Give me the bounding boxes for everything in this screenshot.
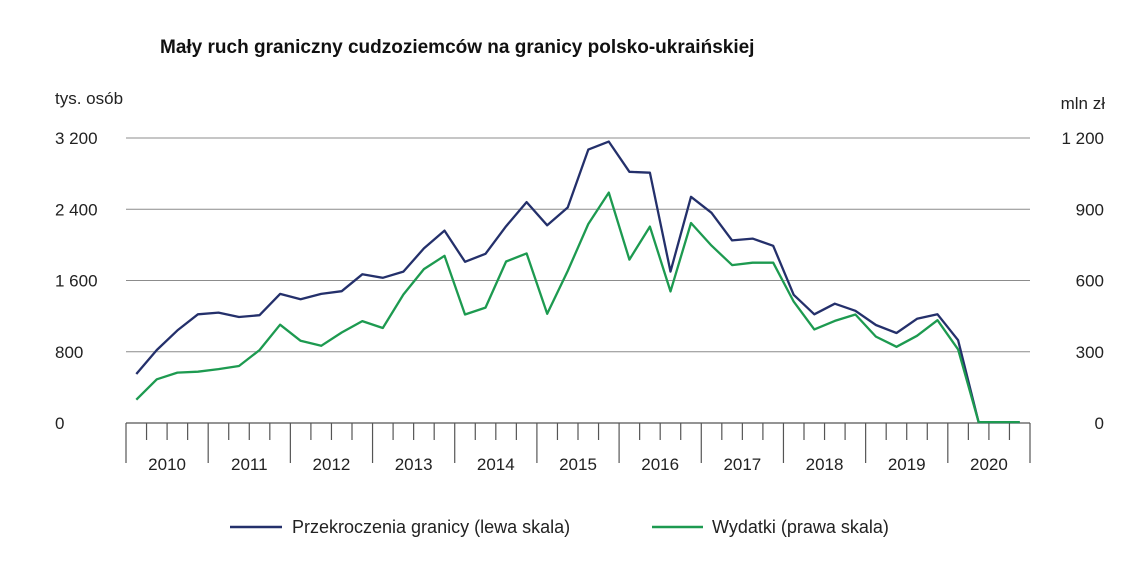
left-tick-label: 1 600 <box>55 272 98 291</box>
right-tick-label: 900 <box>1076 200 1104 219</box>
left-axis-ticks: 0 800 1 600 2 400 3 200 <box>55 129 98 433</box>
series-line-1 <box>135 140 1020 424</box>
year-label: 2014 <box>477 455 515 474</box>
x-axis: 2010 2011 2012 2013 2014 2015 2016 2017 2018 2019… <box>125 422 1031 474</box>
chart-title: Mały ruch graniczny cudzoziemców na gran… <box>160 37 754 58</box>
right-axis-ticks: 0 300 600 900 1 200 <box>1061 129 1104 433</box>
left-tick-label: 2 400 <box>55 200 98 219</box>
right-tick-label: 300 <box>1076 343 1104 362</box>
legend-label-2: Wydatki (prawa skala) <box>712 517 889 537</box>
year-label: 2020 <box>970 455 1008 474</box>
legend: Przekroczenia granicy (lewa skala) Wydatk… <box>230 517 889 537</box>
right-axis-unit: mln zł <box>1061 94 1106 113</box>
gridlines <box>126 137 1030 353</box>
right-tick-label: 600 <box>1076 272 1104 291</box>
left-tick-label: 800 <box>55 343 83 362</box>
year-label: 2016 <box>641 455 679 474</box>
year-label: 2010 <box>148 455 186 474</box>
year-label: 2018 <box>806 455 844 474</box>
year-label: 2013 <box>395 455 433 474</box>
series-line-2 <box>135 191 1020 424</box>
left-tick-label: 3 200 <box>55 129 98 148</box>
year-label: 2019 <box>888 455 926 474</box>
right-tick-label: 0 <box>1095 414 1104 433</box>
year-label: 2017 <box>723 455 761 474</box>
left-tick-label: 0 <box>55 414 64 433</box>
legend-label-1: Przekroczenia granicy (lewa skala) <box>292 517 570 537</box>
year-label: 2012 <box>313 455 351 474</box>
right-tick-label: 1 200 <box>1061 129 1104 148</box>
series-lines <box>135 140 1020 424</box>
year-label: 2015 <box>559 455 597 474</box>
left-axis-unit: tys. osób <box>55 89 123 108</box>
year-label: 2011 <box>231 455 268 474</box>
